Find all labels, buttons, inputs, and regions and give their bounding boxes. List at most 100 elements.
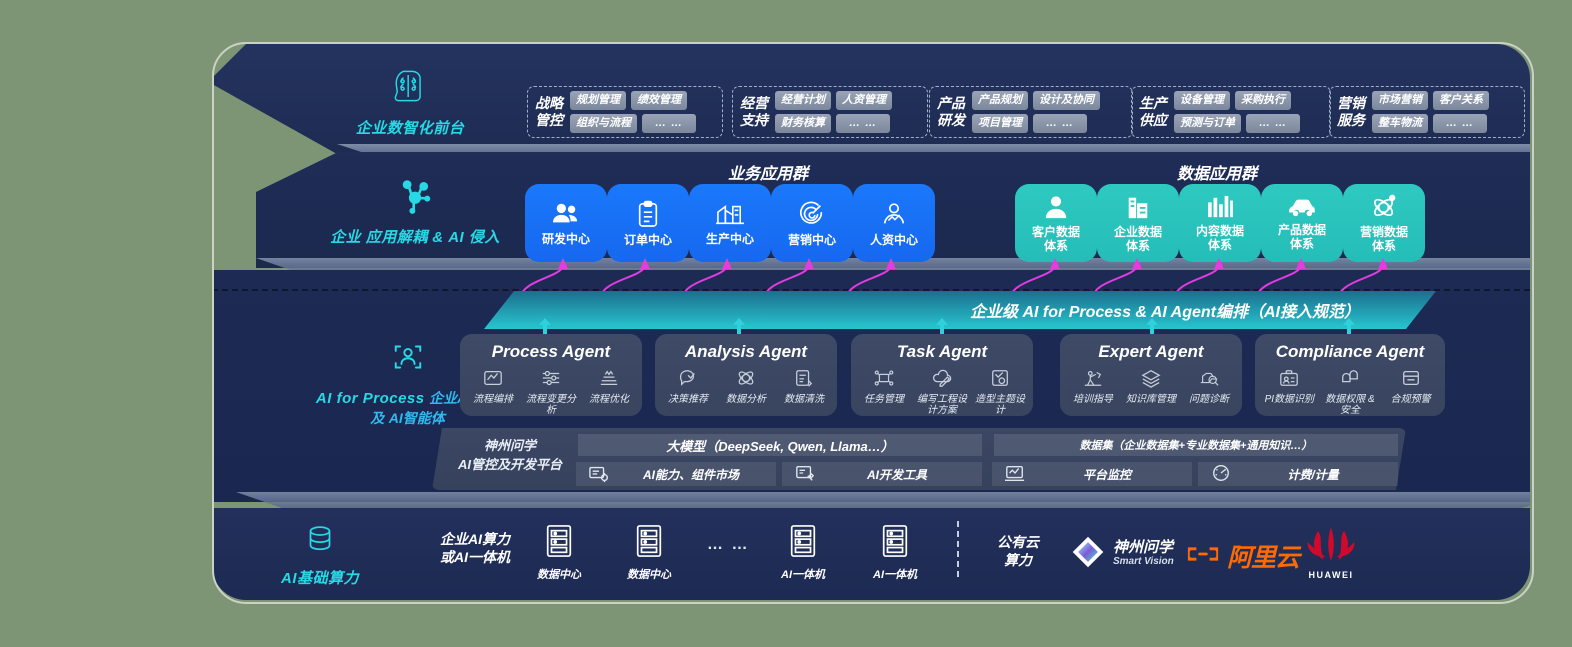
platform-llm-bar[interactable]: 大模型（DeepSeek, Qwen, Llama…）: [578, 434, 982, 456]
rail-label-app-decoupling-2: & AI 侵入: [432, 229, 500, 246]
top-group-cell-more[interactable]: … …: [1433, 114, 1487, 133]
top-group-production-supply[interactable]: 生产 供应 设备管理 采购执行 预测与订单 … …: [1131, 86, 1331, 138]
platform-cell-dev-tools[interactable]: AI开发工具: [782, 462, 982, 486]
top-group-cell-more[interactable]: … …: [642, 114, 696, 133]
top-group-cell[interactable]: 产品规划: [972, 91, 1028, 110]
agent-capability[interactable]: 数据清洗: [775, 368, 833, 405]
top-group-cell[interactable]: 预测与订单: [1174, 114, 1241, 133]
agent-capability-label: 决策推荐: [668, 394, 708, 405]
agent-card-analysis[interactable]: Analysis Agent 决策推荐 数据分析 数据清洗: [655, 334, 837, 416]
agent-capability[interactable]: 数据权限 & 安全: [1320, 368, 1381, 416]
top-group-title-line2: 研发: [937, 112, 965, 128]
infra-node-label: 数据中心: [627, 569, 671, 581]
task-network-icon: [855, 368, 913, 391]
app-card-order-center[interactable]: 订单中心: [607, 184, 689, 262]
agent-card-expert[interactable]: Expert Agent 培训指导 知识库管理 问题诊断: [1060, 334, 1242, 416]
platform-name-line1: 神州问学: [483, 438, 536, 453]
top-group-cell[interactable]: 整车物流: [1372, 114, 1428, 133]
training-icon: [1064, 368, 1122, 391]
top-group-cell[interactable]: 绩效管理: [631, 91, 687, 110]
top-group-title-line2: 管控: [535, 112, 563, 128]
agent-capability[interactable]: 流程编排: [464, 368, 522, 405]
top-group-product-rnd[interactable]: 产品 研发 产品规划 设计及协同 项目管理 … …: [929, 86, 1133, 138]
vendor-aliyun[interactable]: 阿里云: [1186, 538, 1300, 574]
infra-public-headline-line1: 公有云: [997, 534, 1039, 550]
agent-capability[interactable]: 任务管理: [855, 368, 913, 405]
top-group-cell-more[interactable]: … …: [1033, 114, 1087, 133]
infra-node-datacenter-1[interactable]: 数据中心: [522, 524, 596, 582]
top-group-title: 经营 支持: [740, 95, 768, 129]
top-group-cells: 市场营销 客户关系 整车物流 … …: [1372, 91, 1489, 133]
vendor-name: 阿里云: [1227, 544, 1300, 572]
platform-cell-billing[interactable]: 计费/计量: [1198, 462, 1398, 486]
top-group-cell[interactable]: 市场营销: [1372, 91, 1428, 110]
agent-capability[interactable]: 培训指导: [1064, 368, 1122, 405]
user-icon: [1043, 194, 1069, 220]
infra-node-aio-2[interactable]: AI一体机: [858, 524, 932, 582]
top-group-title: 战略 管控: [535, 95, 563, 129]
top-group-cell[interactable]: 经营计划: [775, 91, 831, 110]
agent-capability-label: 合规预警: [1390, 394, 1431, 405]
platform-cell-ai-marketplace[interactable]: AI能力、组件市场: [576, 462, 776, 486]
agent-capability[interactable]: 决策推荐: [659, 368, 717, 405]
cloud-write-icon: [913, 368, 971, 391]
top-group-cell-row: 项目管理 … …: [972, 114, 1100, 133]
agent-capability[interactable]: 数据分析: [717, 368, 775, 405]
app-card-label: 生产中心: [705, 231, 754, 246]
agent-capability[interactable]: 知识库管理: [1122, 368, 1180, 405]
top-group-cell[interactable]: 规划管理: [570, 91, 626, 110]
person-chart-icon: [880, 200, 908, 228]
agent-capability[interactable]: 编写工程设计方案: [913, 368, 971, 416]
infra-node-datacenter-2[interactable]: 数据中心: [612, 524, 686, 582]
data-card-product[interactable]: 产品数据 体系: [1261, 184, 1343, 262]
top-group-cell[interactable]: 项目管理: [972, 114, 1028, 133]
top-group-cells: 经营计划 人资管理 财务核算 … …: [775, 91, 892, 133]
top-group-cell-more[interactable]: … …: [1246, 114, 1300, 133]
app-card-production-center[interactable]: 生产中心: [689, 184, 771, 262]
top-group-strategy[interactable]: 战略 管控 规划管理 绩效管理 组织与流程 … …: [527, 86, 723, 138]
infra-node-aio-1[interactable]: AI一体机: [766, 524, 840, 582]
agent-capability[interactable]: 问题诊断: [1180, 368, 1238, 405]
ai-orchestration-band: [484, 291, 1436, 329]
top-group-cell[interactable]: 组织与流程: [570, 114, 637, 133]
sliders-icon: [522, 368, 580, 391]
top-group-cell[interactable]: 客户关系: [1433, 91, 1489, 110]
bars-icon: [1206, 195, 1234, 219]
platform-cell-label: AI能力、组件市场: [642, 467, 739, 482]
agent-card-task[interactable]: Task Agent 任务管理 编写工程设计方案 造型主题设计: [851, 334, 1033, 416]
platform-cell-monitoring[interactable]: 平台监控: [992, 462, 1192, 486]
rail-ai-compute: AI基础算力: [240, 520, 400, 589]
vendor-huawei[interactable]: HUAWEI: [1305, 525, 1357, 580]
server-icon: [543, 525, 575, 562]
top-group-cell[interactable]: 人资管理: [836, 91, 892, 110]
top-group-cell[interactable]: 设备管理: [1174, 91, 1230, 110]
platform-cell-label: AI开发工具: [866, 467, 927, 482]
agent-name: Analysis Agent: [684, 342, 808, 361]
top-group-cell[interactable]: 设计及协同: [1033, 91, 1100, 110]
agent-card-compliance[interactable]: Compliance Agent PI数据识别 数据权限 & 安全 合规预警: [1255, 334, 1445, 416]
agent-capability[interactable]: 流程优化: [580, 368, 638, 405]
agent-capability[interactable]: PI数据识别: [1259, 368, 1320, 405]
top-group-title-line1: 战略: [535, 95, 563, 111]
top-group-operations[interactable]: 经营 支持 经营计划 人资管理 财务核算 … …: [732, 86, 928, 138]
agent-card-process[interactable]: Process Agent 流程编排 流程变更分析 流程优化: [460, 334, 642, 416]
agent-capability-row: 培训指导 知识库管理 问题诊断: [1060, 368, 1242, 405]
app-card-marketing-center[interactable]: 营销中心: [771, 184, 853, 262]
data-card-content[interactable]: 内容数据 体系: [1179, 184, 1261, 262]
data-card-customer[interactable]: 客户数据 体系: [1015, 184, 1097, 262]
agent-capability[interactable]: 合规预警: [1380, 368, 1441, 405]
agent-capability[interactable]: 流程变更分析: [522, 368, 580, 416]
platform-dataset-bar[interactable]: 数据集（企业数据集+专业数据集+通用知识…）: [994, 434, 1398, 456]
data-card-marketing[interactable]: 营销数据 体系: [1343, 184, 1425, 262]
data-card-enterprise[interactable]: 企业数据 体系: [1097, 184, 1179, 262]
app-card-hr-center[interactable]: 人资中心: [853, 184, 935, 262]
agent-name: Process Agent: [491, 342, 611, 361]
vendor-smart-vision[interactable]: 神州问学 Smart Vision: [1070, 534, 1174, 575]
agent-capability[interactable]: 造型主题设计: [971, 368, 1029, 416]
top-group-cell-more[interactable]: … …: [836, 114, 890, 133]
top-group-cell[interactable]: 财务核算: [775, 114, 831, 133]
app-card-rnd-center[interactable]: 研发中心: [525, 184, 607, 262]
top-group-marketing-service[interactable]: 营销 服务 市场营销 客户关系 整车物流 … …: [1329, 86, 1525, 138]
factory-icon: [715, 201, 745, 227]
top-group-cell[interactable]: 采购执行: [1235, 91, 1291, 110]
